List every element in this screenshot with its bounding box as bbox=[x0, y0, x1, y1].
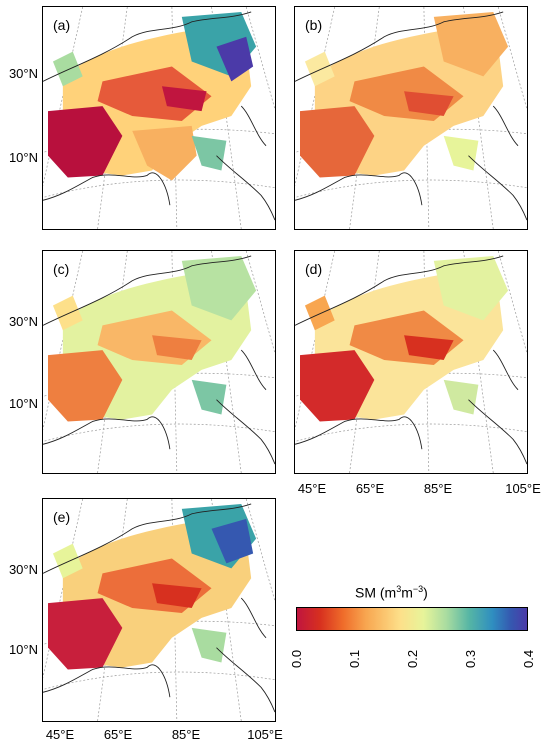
map-b bbox=[295, 7, 527, 229]
colorbar bbox=[296, 607, 528, 631]
lat-label-10n-bot: 10°N bbox=[8, 642, 38, 657]
lon-label-105e-e: 105°E bbox=[247, 727, 283, 742]
lon-label-65e-e: 65°E bbox=[103, 727, 133, 742]
lat-label-10n-mid: 10°N bbox=[8, 396, 38, 411]
map-panel-e: (e) bbox=[42, 498, 276, 722]
colorbar-tick-2: 0.2 bbox=[405, 649, 420, 668]
colorbar-tick-0: 0.0 bbox=[289, 649, 304, 668]
map-d bbox=[295, 251, 527, 473]
map-panel-c: (c) bbox=[42, 250, 276, 474]
map-e bbox=[43, 499, 275, 721]
colorbar-tick-1: 0.1 bbox=[347, 649, 362, 668]
lat-label-30n-bot: 30°N bbox=[8, 562, 38, 577]
colorbar-title-prefix: SM (m bbox=[355, 584, 397, 601]
colorbar-title-suffix: ) bbox=[423, 584, 428, 601]
lon-label-105e-d: 105°E bbox=[505, 481, 541, 496]
lat-label-10n-top: 10°N bbox=[8, 150, 38, 165]
colorbar-title-mid: m bbox=[401, 584, 413, 601]
lat-label-30n-mid: 30°N bbox=[8, 314, 38, 329]
map-panel-b: (b) bbox=[294, 6, 528, 230]
lon-label-45e-e: 45°E bbox=[45, 727, 75, 742]
panel-label-e: (e) bbox=[53, 509, 71, 525]
colorbar-title: SM (m3m−3) bbox=[355, 584, 428, 601]
map-panel-a: (a) bbox=[42, 6, 276, 230]
map-c bbox=[43, 251, 275, 473]
lon-label-85e-e: 85°E bbox=[171, 727, 201, 742]
lon-label-65e-d: 65°E bbox=[355, 481, 385, 496]
lon-label-85e-d: 85°E bbox=[423, 481, 453, 496]
panel-label-c: (c) bbox=[53, 261, 70, 277]
colorbar-tick-4: 0.4 bbox=[521, 649, 536, 668]
colorbar-sup1: 3 bbox=[396, 584, 402, 594]
panel-label-a: (a) bbox=[53, 17, 71, 33]
map-panel-d: (d) bbox=[294, 250, 528, 474]
panel-label-d: (d) bbox=[305, 261, 323, 277]
map-a bbox=[43, 7, 275, 229]
colorbar-tick-3: 0.3 bbox=[463, 649, 478, 668]
lat-label-30n-top: 30°N bbox=[8, 66, 38, 81]
colorbar-sup2: −3 bbox=[412, 584, 424, 594]
panel-label-b: (b) bbox=[305, 17, 323, 33]
lon-label-45e-d: 45°E bbox=[297, 481, 327, 496]
